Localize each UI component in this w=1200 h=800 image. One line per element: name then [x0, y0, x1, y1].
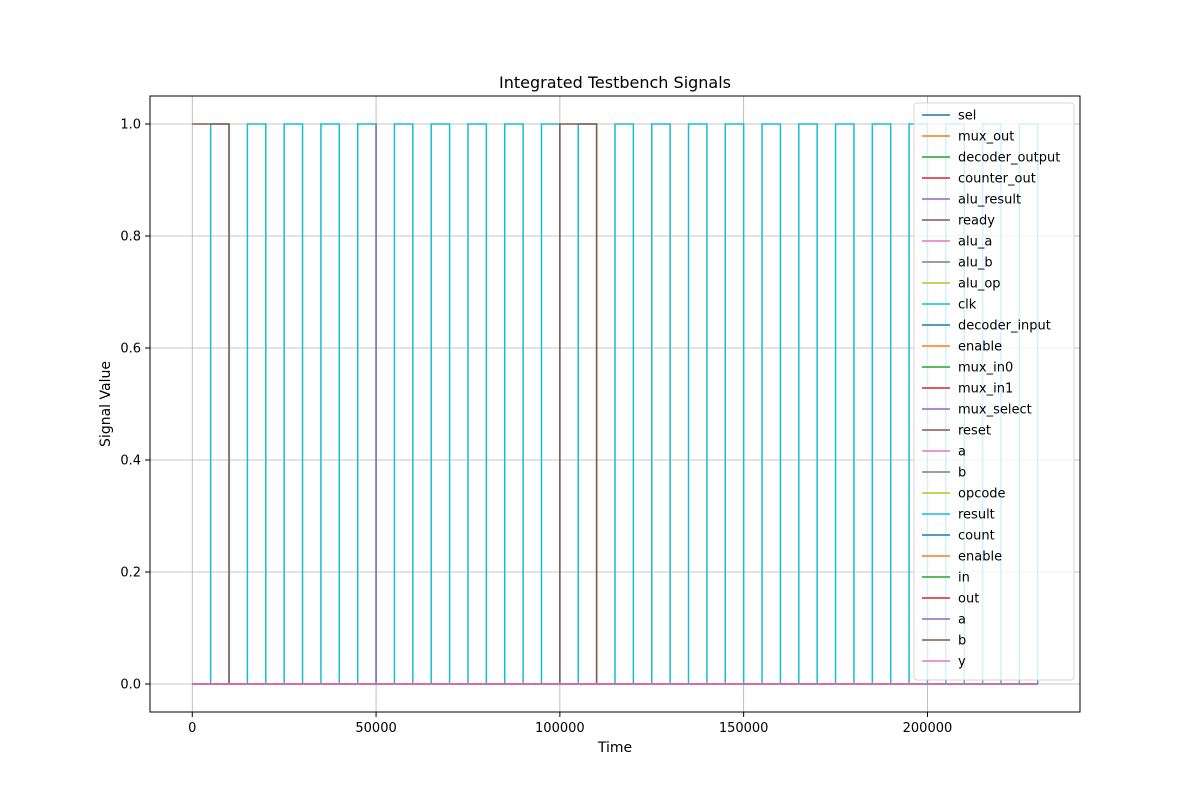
legend-label: in [958, 571, 970, 586]
legend-label: mux_out [958, 130, 1014, 145]
legend-label: b [958, 634, 966, 649]
legend-label: decoder_output [958, 151, 1060, 166]
x-tick-label: 100000 [535, 721, 585, 736]
legend-label: count [958, 529, 995, 544]
legend-label: a [958, 445, 966, 460]
x-axis-label: Time [597, 740, 632, 756]
legend-label: mux_in0 [958, 361, 1013, 376]
legend-label: opcode [958, 487, 1006, 502]
legend-label: counter_out [958, 172, 1036, 187]
legend-label: alu_op [958, 277, 1001, 292]
legend-label: b [958, 466, 966, 481]
legend-label: mux_select [958, 403, 1032, 418]
y-tick-label: 0.8 [120, 230, 141, 245]
legend-label: enable [958, 550, 1002, 565]
legend-label: decoder_input [958, 319, 1051, 334]
y-tick-label: 0.6 [120, 342, 141, 357]
legend-label: alu_result [958, 193, 1021, 208]
x-tick-label: 0 [188, 721, 196, 736]
x-tick-label: 200000 [903, 721, 953, 736]
legend-label: clk [958, 298, 977, 313]
y-tick-label: 0.4 [120, 454, 141, 469]
legend-box [913, 102, 1075, 681]
y-tick-label: 0.2 [120, 566, 141, 581]
chart-title: Integrated Testbench Signals [499, 73, 731, 92]
legend-label: mux_in1 [958, 382, 1013, 397]
y-tick-label: 0.0 [120, 678, 141, 693]
plot-frame [149, 95, 1081, 713]
y-axis-ticks: 0.0 0.2 0.4 0.6 0.8 1.0 [120, 118, 150, 693]
x-axis-ticks: 0 50000 100000 150000 200000 [188, 712, 952, 736]
legend-label: result [958, 508, 995, 523]
y-axis-label: Signal Value [98, 361, 114, 447]
legend-label: ready [958, 214, 995, 229]
series-lines [192, 123, 1039, 685]
legend-label: enable [958, 340, 1002, 355]
y-tick-label: 1.0 [120, 118, 141, 133]
x-tick-label: 150000 [719, 721, 769, 736]
legend-label: out [958, 592, 979, 607]
legend: sel mux_out decoder_output counter_out alu_r… [913, 102, 1075, 681]
legend-label: alu_a [958, 235, 992, 250]
legend-label: alu_b [958, 256, 993, 271]
legend-label: sel [958, 109, 976, 124]
legend-label: y [958, 655, 966, 670]
x-tick-label: 50000 [355, 721, 396, 736]
series-line-reset [192, 123, 1038, 685]
legend-label: reset [958, 424, 991, 439]
legend-label: a [958, 613, 966, 628]
